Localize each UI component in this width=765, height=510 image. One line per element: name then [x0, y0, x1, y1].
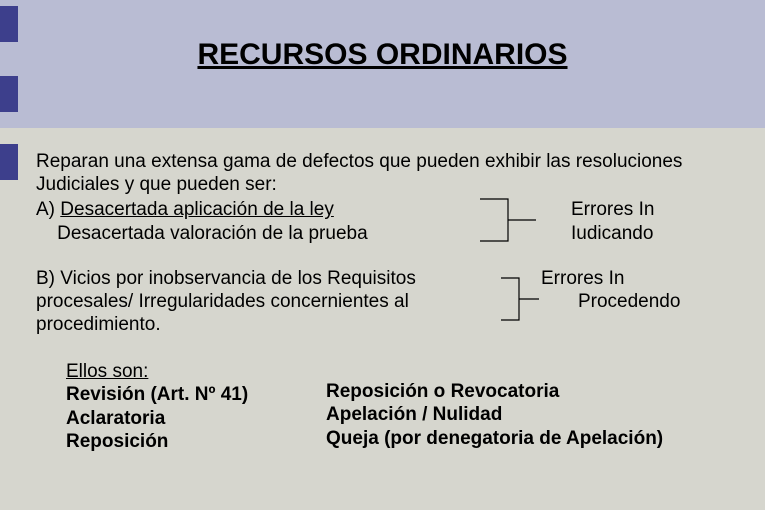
section-b-err2: Procedendo	[578, 291, 680, 312]
section-b: B) Vicios por inobservancia de los Requi…	[36, 267, 747, 337]
edge-marker-3	[0, 144, 18, 180]
list-left-1: Aclaratoria	[66, 407, 296, 430]
list-left-0: Revisión (Art. Nº 41)	[66, 383, 296, 406]
list-heading: Ellos son:	[66, 360, 296, 383]
section-a-err2: Iudicando	[571, 223, 653, 244]
section-a-line1: Desacertada aplicación de la ley	[60, 199, 334, 220]
bracket-b	[499, 276, 541, 322]
section-b-right: Errores In Procedendo	[541, 267, 741, 313]
list-left-2: Reposición	[66, 430, 296, 453]
section-a-line2: Desacertada valoración de la prueba	[57, 223, 368, 244]
list-right-1: Apelación / Nulidad	[326, 403, 747, 426]
slide-title: RECURSOS ORDINARIOS	[0, 38, 765, 72]
section-a-right: Errores In Iudicando	[571, 198, 751, 244]
bracket-a	[478, 197, 538, 243]
intro-text: Reparan una extensa gama de defectos que…	[36, 150, 747, 196]
section-b-text: Vicios por inobservancia de los Requisit…	[36, 268, 416, 335]
section-a-left: A) Desacertada aplicación de la ley Desa…	[36, 198, 466, 244]
edge-marker-2	[0, 76, 18, 112]
section-b-err1: Errores In	[541, 268, 624, 289]
list-right-2: Queja (por denegatoria de Apelación)	[326, 427, 747, 450]
section-a-label: A)	[36, 199, 55, 220]
edge-marker-1	[0, 6, 18, 42]
list-left: Ellos son: Revisión (Art. Nº 41) Aclarat…	[66, 360, 296, 453]
section-a: A) Desacertada aplicación de la ley Desa…	[36, 198, 747, 244]
slide-content: Reparan una extensa gama de defectos que…	[36, 150, 747, 453]
section-b-left: B) Vicios por inobservancia de los Requi…	[36, 267, 481, 337]
list-right-0: Reposición o Revocatoria	[326, 380, 747, 403]
section-a-err1: Errores In	[571, 199, 654, 220]
section-b-label: B)	[36, 268, 55, 289]
list-section: Ellos son: Revisión (Art. Nº 41) Aclarat…	[36, 360, 747, 453]
list-right: Reposición o Revocatoria Apelación / Nul…	[326, 360, 747, 450]
